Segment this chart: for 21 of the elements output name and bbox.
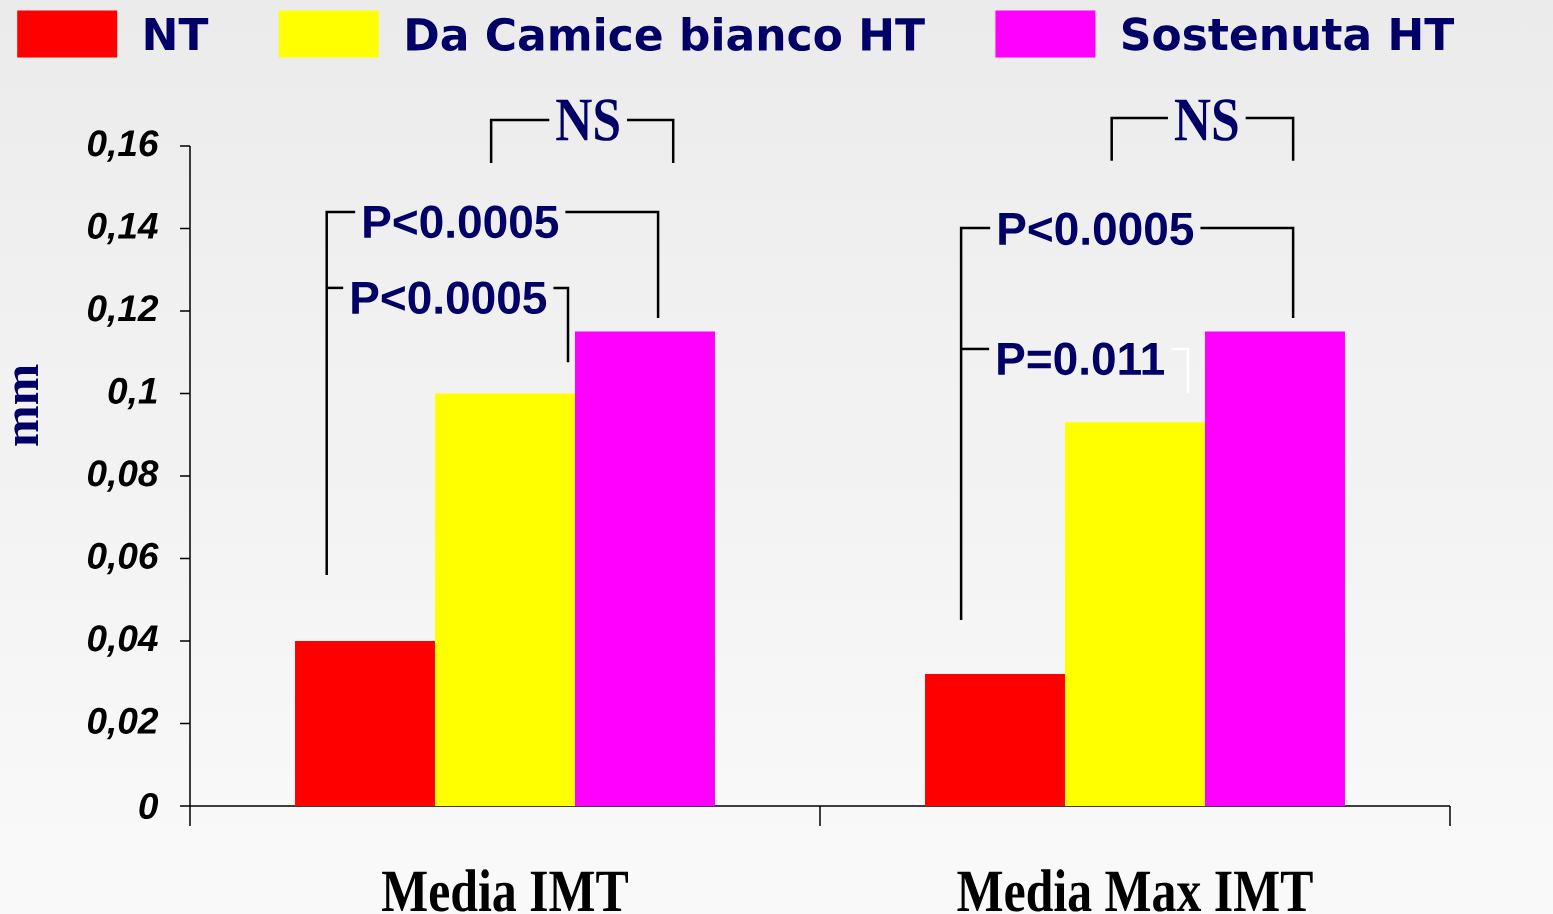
annotation: P<0.0005	[352, 281, 547, 315]
x-tick-label: Media Max IMT	[957, 869, 1313, 912]
y-tick-label: 0,14	[87, 212, 158, 245]
y-tick-label: 0,12	[87, 295, 159, 327]
x-tick-label: Media IMT	[382, 869, 629, 912]
y-tick-label: 0,02	[87, 707, 159, 740]
annotation: P<0.0005	[364, 205, 559, 239]
y-tick-label: 0,06	[87, 542, 159, 575]
legend-label: NT	[145, 17, 209, 51]
y-tick-label: 0,04	[87, 625, 158, 657]
legend-label: Sostenuta HT	[1122, 17, 1455, 51]
y-tick-label: 0,08	[87, 460, 159, 492]
text: NS	[1174, 99, 1238, 141]
text: NS	[556, 99, 619, 141]
annotation: P=0.011	[998, 342, 1164, 376]
y-axis-title: mm	[14, 364, 38, 446]
y-tick-label: 0,1	[108, 377, 157, 410]
y-tick-label: 0	[139, 792, 159, 820]
legend-label: Da Camice bianco HT	[407, 16, 925, 52]
annotation: P<0.0005	[999, 212, 1194, 246]
y-tick-label: 0,16	[87, 130, 159, 162]
